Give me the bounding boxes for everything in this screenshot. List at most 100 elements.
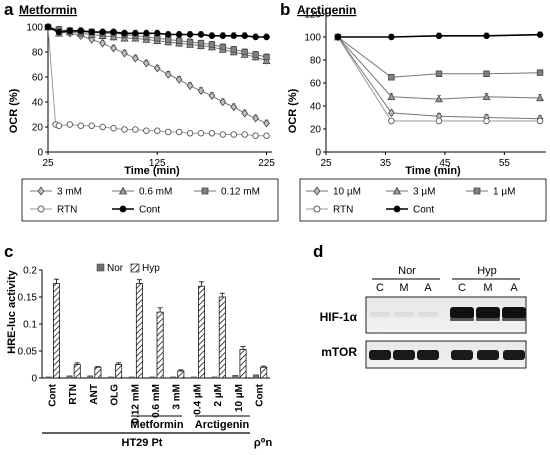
blot-hif-band-faint <box>394 312 414 317</box>
panel-b-y-tick-label: 120 <box>304 10 321 21</box>
panel-c-bar-nor <box>253 374 259 379</box>
panel-c-legend-swatch-hyp <box>130 263 140 273</box>
panel-a-point <box>219 43 227 51</box>
panel-b-point <box>435 94 443 103</box>
panel-a-legend-marker <box>201 187 209 195</box>
panel-c-category-label: 0.12 mM <box>130 384 141 423</box>
panel-a-point <box>121 30 128 37</box>
blot-lane-label: A <box>510 282 518 294</box>
panel-a-point <box>143 58 150 68</box>
panel-b-point <box>435 70 443 77</box>
panel-b-legend-marker <box>313 205 321 213</box>
panel-a-point <box>99 28 106 36</box>
panel-a-point <box>175 37 183 44</box>
panel-c-bar-hyp <box>135 283 143 379</box>
panel-a-point <box>55 28 63 36</box>
blot-mtor-label: mTOR <box>321 345 357 359</box>
panel-b-point <box>536 117 544 125</box>
panel-a-point <box>175 75 183 84</box>
panel-a-point <box>186 31 194 38</box>
panel-b-legend-marker <box>393 205 401 213</box>
blot-lane-label: C <box>458 282 466 294</box>
blot-lane-label: M <box>399 282 408 294</box>
panel-a-letter: a <box>4 0 14 19</box>
panel-a-point <box>197 86 205 96</box>
panel-a-x-tick-label: 225 <box>258 158 275 169</box>
panel-b-letter: b <box>280 0 290 19</box>
panel-b-point <box>388 117 395 125</box>
panel-b-legend-box <box>299 178 547 222</box>
panel-a-point <box>241 131 248 138</box>
blot-hif-label: HIF-1α <box>320 310 358 324</box>
panel-a-point <box>197 129 205 137</box>
panel-a-series-3 <box>44 23 270 139</box>
panel-a-point <box>208 32 216 39</box>
panel-a-point <box>154 127 161 134</box>
panel-a-legend: 3 mM 0.6 mM 0.12 mM RTN Cont <box>30 187 260 216</box>
panel-a-point <box>143 127 150 134</box>
panel-a-point <box>110 28 117 36</box>
blot-nor-label: Nor <box>398 265 416 277</box>
panel-a-point <box>241 108 248 118</box>
panel-c-letter: c <box>4 242 13 261</box>
panel-b-title: Arctigenin <box>297 3 356 17</box>
panel-b-y-tick-label: 100 <box>304 33 321 44</box>
panel-c-bar-nor <box>170 376 176 379</box>
panel-a-point <box>66 121 74 128</box>
blot-mtor-band <box>503 350 525 360</box>
panel-a-x-tick-label: 125 <box>149 158 166 169</box>
panel-b-x-tick-label: 45 <box>439 158 451 169</box>
panel-c-bar-hyp <box>218 296 226 379</box>
panel-c-bar-hyp <box>177 370 185 379</box>
panel-a-point <box>132 126 139 133</box>
panel-a-point <box>252 132 259 139</box>
panel-a-point <box>66 27 74 34</box>
panel-a-legend-label: RTN <box>57 205 77 216</box>
panel-b-point <box>483 70 490 77</box>
panel-c-y-tick-label: 0.15 <box>18 293 38 304</box>
panel-a-point <box>241 32 248 39</box>
rho0-group-label: ρ⁰n <box>254 437 273 449</box>
panel-c-bar-hyp <box>156 311 164 379</box>
blot-hif-band <box>502 307 526 319</box>
panel-c-bar-nor <box>108 376 114 379</box>
panel-b-x-tick-label: 35 <box>380 158 392 169</box>
panel-a-point <box>121 126 128 133</box>
panel-c-bar-hyp <box>239 349 247 379</box>
panel-b-series-2 <box>334 33 544 81</box>
panel-b-y-title: OCR (%) <box>287 88 299 133</box>
blot-hif-band-tail <box>450 318 474 321</box>
panel-a-point <box>121 48 128 58</box>
panel-b-x-tick-label: 55 <box>499 158 511 169</box>
panel-a-y-tick-label: 100 <box>26 23 43 34</box>
panel-a-point <box>208 91 216 101</box>
blot-hif-band-tail <box>502 318 526 321</box>
panel-c-bar-hyp <box>53 283 60 379</box>
panel-b-series-line <box>337 36 541 122</box>
panel-a-legend-box <box>21 178 279 222</box>
blot-lane-label: C <box>376 282 384 294</box>
blot-hyp-label: Hyp <box>477 265 497 277</box>
panel-a-point <box>132 30 139 37</box>
panel-c-y-tick-label: 0.2 <box>23 266 37 277</box>
panel-a-point <box>143 30 150 37</box>
blot-hif-band <box>476 307 500 319</box>
panel-a-point <box>164 128 172 136</box>
arctigenin-group-label: Arctigenin <box>195 419 250 431</box>
panel-b-point <box>387 92 396 100</box>
panel-b-y-tick-label: 40 <box>310 102 322 113</box>
panel-c-y-tick-label: 0.1 <box>23 320 37 331</box>
panel-c-category-label: 0.6 mM <box>151 384 162 418</box>
panel-a-legend-marker <box>118 186 128 195</box>
blot-hif-band-tail <box>476 318 500 321</box>
panel-a-series-line <box>47 26 267 137</box>
panel-a-y-title: OCR (%) <box>8 88 20 133</box>
blot-mtor-membrane <box>365 340 527 369</box>
panel-a-chart: Metformin 0 20 40 60 80 100 25 125 225 OCR (%) T… <box>8 3 279 222</box>
panel-b-legend-marker <box>473 187 481 195</box>
panel-a-point <box>197 40 205 47</box>
panel-a-y-tick-label: 80 <box>32 48 44 59</box>
blot-mtor-band <box>451 350 473 360</box>
